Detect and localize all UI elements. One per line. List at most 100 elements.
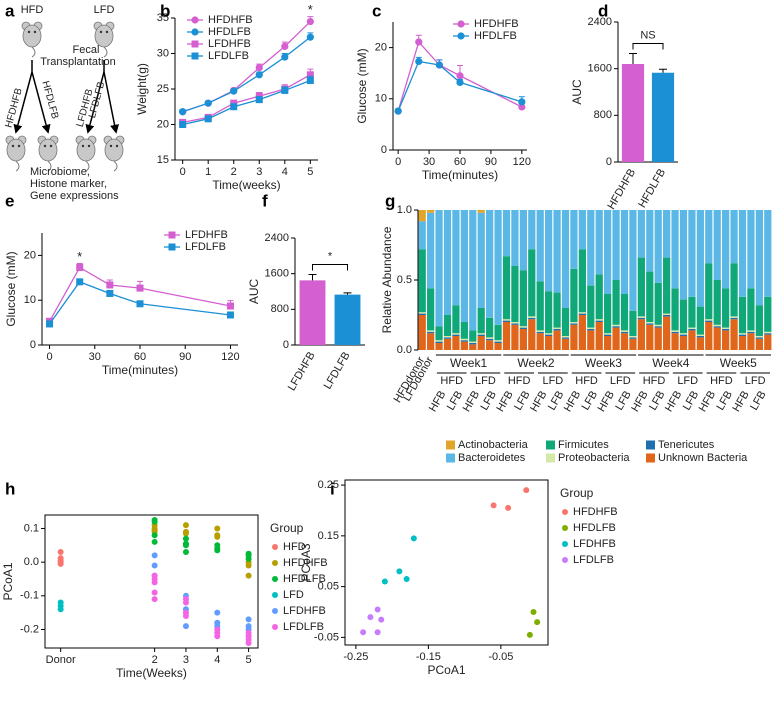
bar-segment: [629, 337, 637, 339]
bar-segment: [502, 210, 511, 257]
bar-segment: [519, 210, 527, 271]
bar-segment: [738, 333, 747, 335]
legend-marker: [272, 576, 278, 582]
bar-segment: [713, 327, 721, 350]
bar-segment: [587, 330, 595, 350]
data-point: [530, 609, 537, 615]
bar-segment: [435, 343, 443, 350]
bar-segment: [755, 338, 763, 350]
bar-segment: [435, 210, 443, 327]
week-label: Week4: [652, 356, 689, 370]
outcome-text: Microbiome,: [30, 166, 90, 178]
bar-segment: [620, 331, 629, 334]
data-point: [456, 72, 464, 80]
data-point: [255, 92, 263, 100]
y-axis-label: PCoA1: [1, 562, 15, 600]
data-point: [182, 613, 189, 620]
data-point: [381, 578, 388, 585]
bar-segment: [494, 324, 502, 341]
legend-swatch: [546, 453, 555, 463]
x-tick-label: 120: [221, 351, 239, 363]
panel-label: h: [5, 479, 15, 498]
bar: [299, 280, 326, 345]
legend-marker: [562, 509, 568, 515]
bar-segment: [578, 210, 586, 250]
bar-segment: [604, 294, 612, 334]
bar-segment: [528, 249, 536, 317]
bar-segment: [502, 319, 511, 321]
bar-segment: [528, 210, 536, 250]
bar-segment: [502, 320, 511, 322]
y-tick-label: -0.05: [314, 631, 339, 643]
data-point: [456, 78, 464, 87]
data-point: [151, 552, 158, 559]
data-point: [151, 532, 158, 539]
annotation: *: [328, 250, 333, 262]
bar-segment: [427, 330, 435, 332]
legend-label: LFDLFB: [208, 50, 249, 62]
bar-segment: [587, 285, 595, 328]
data-point: [214, 547, 221, 554]
legend-label: HFD: [283, 541, 306, 553]
bar-segment: [536, 281, 544, 331]
y-tick-label: 0.1: [24, 522, 39, 534]
bar-segment: [620, 210, 629, 294]
bar-segment: [528, 317, 536, 320]
bar-segment: [578, 313, 586, 315]
annotation: *: [308, 2, 313, 17]
arrow: [31, 71, 51, 134]
data-point: [204, 115, 212, 123]
legend-label: Actinobacteria: [458, 439, 529, 451]
bar-segment: [679, 210, 688, 300]
y-tick-label: 30: [157, 47, 169, 59]
bar-segment: [545, 334, 553, 336]
transfer-label: Fecal: [73, 44, 100, 56]
data-point: [245, 639, 252, 646]
bar-segment: [705, 320, 713, 322]
x-tick-label: 30: [423, 156, 435, 168]
bar-segment: [764, 296, 772, 332]
bar-segment: [713, 210, 721, 280]
y-tick-label: 20: [24, 249, 36, 261]
data-point: [245, 555, 252, 562]
y-tick-label: 25: [157, 83, 169, 95]
bar-segment: [435, 341, 443, 343]
bar-segment: [696, 337, 704, 350]
plot-frame: [344, 479, 549, 646]
bar-segment: [528, 316, 536, 318]
bar-segment: [570, 322, 578, 324]
x-tick-label: 3: [183, 654, 189, 666]
data-point: [179, 108, 187, 116]
y-tick-label: 20: [375, 42, 387, 54]
panel-label: c: [372, 1, 381, 20]
legend-marker: [272, 560, 278, 566]
y-tick-label: 0: [606, 156, 612, 168]
legend-marker: [272, 544, 278, 550]
bar-segment: [452, 305, 460, 334]
legend-marker: [191, 52, 199, 60]
legend-marker: [272, 608, 278, 614]
data-point: [230, 87, 238, 95]
bar-segment: [671, 330, 679, 332]
mouse-icon: [5, 135, 27, 172]
data-point: [281, 42, 289, 51]
bar-segment: [553, 329, 561, 331]
error-bar: [659, 68, 667, 73]
diet-label: HFD: [508, 375, 531, 387]
bar-segment: [511, 266, 519, 322]
diet-label: HFD: [643, 375, 666, 387]
week-label: Week5: [720, 356, 757, 370]
data-point: [255, 71, 263, 79]
data-point: [306, 71, 314, 79]
panel-label: i: [330, 479, 335, 498]
bar-segment: [427, 288, 435, 331]
bar-segment: [679, 333, 688, 335]
bar: [334, 294, 361, 345]
legend-label: LFDLFB: [283, 621, 324, 633]
data-point: [374, 629, 381, 636]
x-tick-label: 0: [180, 166, 186, 178]
bar-segment: [705, 263, 713, 320]
bar-segment: [688, 329, 696, 331]
significance-bracket: [632, 43, 664, 50]
bar-segment: [671, 210, 679, 289]
